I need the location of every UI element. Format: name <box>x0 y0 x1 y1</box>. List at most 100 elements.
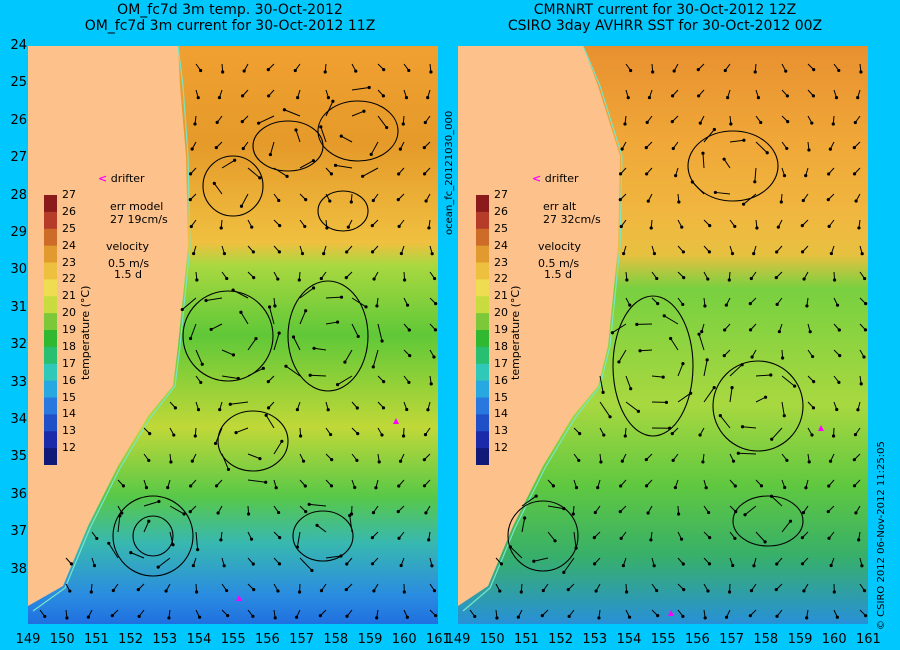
left-colorbar-label: temperature (°C) <box>79 285 92 380</box>
velocity-arrow-head <box>345 562 349 566</box>
velocity-arrow-head <box>430 252 434 256</box>
velocity-arrow <box>335 164 353 169</box>
velocity-arrow-head <box>602 433 606 437</box>
velocity-arrow-head <box>832 278 837 282</box>
velocity-arrow-head <box>706 277 710 281</box>
velocity-arrow-head <box>172 433 176 437</box>
velocity-arrow-head <box>95 536 99 541</box>
velocity-arrow-head <box>740 363 744 367</box>
right-velocity-title: velocity <box>538 240 581 253</box>
velocity-arrow-head <box>277 562 282 566</box>
velocity-arrow <box>599 401 611 418</box>
left-longitude-tick-label: 153 <box>152 632 178 647</box>
colorbar-tick-label: 27 <box>494 188 508 201</box>
velocity-arrow <box>771 427 783 440</box>
velocity-arrow-head <box>837 68 841 73</box>
velocity-arrow-head <box>277 250 282 254</box>
right-velocity-vectors <box>469 63 868 620</box>
right-colorbar <box>476 195 489 466</box>
velocity-arrow-head <box>137 614 141 618</box>
velocity-arrow-head <box>722 353 726 358</box>
right-map-canvas <box>458 46 868 624</box>
velocity-arrow-head <box>763 395 768 399</box>
velocity-arrow-head <box>748 614 752 618</box>
velocity-arrow <box>771 495 783 507</box>
velocity-arrow-head <box>221 70 225 74</box>
velocity-arrow-head <box>532 559 536 563</box>
velocity-arrow-head <box>164 589 168 593</box>
velocity-arrow-head <box>473 614 477 619</box>
right-longitude-tick-label: 152 <box>548 632 574 647</box>
velocity-arrow-head <box>698 121 702 125</box>
velocity-arrow-head <box>297 590 302 594</box>
colorbar-swatch <box>476 296 489 314</box>
left-drifter-legend: < drifter <box>98 172 145 185</box>
latitude-tick-label: 26 <box>10 112 27 128</box>
colorbar-swatch <box>476 262 489 280</box>
velocity-arrow <box>221 349 234 356</box>
velocity-arrow-head <box>601 390 605 394</box>
left-drifter-mark <box>393 418 399 424</box>
velocity-arrow-head <box>423 120 427 125</box>
right-longitude-tick-label: 150 <box>479 632 505 647</box>
colorbar-swatch <box>476 211 489 230</box>
colorbar-tick-label: 14 <box>62 407 76 421</box>
velocity-arrow-head <box>805 304 809 308</box>
velocity-arrow-head <box>336 320 340 324</box>
colorbar-swatch <box>476 195 489 213</box>
velocity-arrow-head <box>303 484 307 488</box>
velocity-arrow-head <box>343 360 347 364</box>
velocity-arrow <box>351 297 367 308</box>
velocity-arrow-head <box>624 590 629 594</box>
velocity-arrow-head <box>251 614 255 618</box>
velocity-arrow-head <box>831 434 836 438</box>
velocity-arrow-head <box>763 540 767 544</box>
velocity-arrow-head <box>266 380 270 384</box>
right-velocity-line2: 1.5 d <box>544 268 572 281</box>
velocity-arrow-head <box>765 151 769 155</box>
velocity-arrow-head <box>233 158 237 162</box>
velocity-arrow-head <box>381 406 386 410</box>
velocity-arrow-head <box>498 589 502 593</box>
velocity-arrow-head <box>264 480 268 484</box>
velocity-arrow <box>729 387 733 403</box>
velocity-arrow-head <box>422 484 427 488</box>
velocity-arrow-head <box>769 494 774 498</box>
velocity-arrow-head <box>228 402 232 406</box>
velocity-arrow-head <box>382 68 386 72</box>
velocity-arrow-head <box>681 614 685 618</box>
velocity-arrow <box>781 401 785 416</box>
velocity-arrow-head <box>370 250 375 254</box>
velocity-arrow-head <box>193 434 197 438</box>
velocity-arrow-head <box>171 543 175 547</box>
velocity-arrow-head <box>862 276 867 281</box>
velocity-arrow-head <box>748 302 752 306</box>
velocity-arrow-head <box>234 430 238 435</box>
velocity-arrow-head <box>623 122 627 126</box>
velocity-arrow-head <box>426 408 430 412</box>
velocity-arrow-head <box>433 328 438 332</box>
velocity-arrow-head <box>297 278 301 282</box>
right-longitude-tick-label: 155 <box>650 632 676 647</box>
velocity-arrow-head <box>654 588 659 593</box>
velocity-arrow-head <box>434 614 438 618</box>
velocity-arrow-head <box>273 616 277 620</box>
velocity-arrow-head <box>355 458 359 462</box>
velocity-arrow-head <box>169 460 173 464</box>
colorbar-swatch <box>476 414 489 432</box>
velocity-arrow-head <box>199 380 203 385</box>
velocity-arrow <box>143 521 150 533</box>
velocity-arrow-head <box>372 277 376 281</box>
velocity-arrow <box>273 332 280 351</box>
velocity-arrow-head <box>301 459 306 463</box>
velocity-arrow-head <box>664 400 669 405</box>
colorbar-swatch <box>476 363 489 382</box>
velocity-arrow <box>612 323 627 334</box>
velocity-arrow-head <box>755 226 759 230</box>
velocity-arrow-head <box>723 68 727 73</box>
velocity-arrow-head <box>649 226 653 230</box>
velocity-arrow-head <box>423 432 428 437</box>
velocity-arrow-head <box>217 95 222 100</box>
velocity-arrow-head <box>681 250 685 254</box>
velocity-arrow-head <box>199 68 203 73</box>
